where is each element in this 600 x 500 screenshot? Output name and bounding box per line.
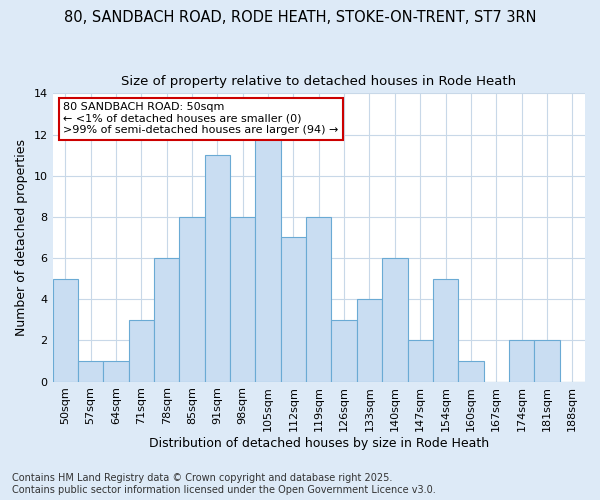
Bar — [306, 217, 331, 382]
Bar — [382, 258, 407, 382]
Text: Contains HM Land Registry data © Crown copyright and database right 2025.
Contai: Contains HM Land Registry data © Crown c… — [12, 474, 436, 495]
Bar — [154, 258, 179, 382]
Bar — [256, 134, 281, 382]
X-axis label: Distribution of detached houses by size in Rode Heath: Distribution of detached houses by size … — [149, 437, 489, 450]
Bar — [331, 320, 357, 382]
Text: 80, SANDBACH ROAD, RODE HEATH, STOKE-ON-TRENT, ST7 3RN: 80, SANDBACH ROAD, RODE HEATH, STOKE-ON-… — [64, 10, 536, 25]
Y-axis label: Number of detached properties: Number of detached properties — [15, 139, 28, 336]
Bar — [103, 361, 128, 382]
Bar — [53, 278, 78, 382]
Bar — [534, 340, 560, 382]
Text: 80 SANDBACH ROAD: 50sqm
← <1% of detached houses are smaller (0)
>99% of semi-de: 80 SANDBACH ROAD: 50sqm ← <1% of detache… — [63, 102, 338, 135]
Bar — [179, 217, 205, 382]
Bar — [357, 299, 382, 382]
Bar — [433, 278, 458, 382]
Bar — [230, 217, 256, 382]
Bar — [407, 340, 433, 382]
Title: Size of property relative to detached houses in Rode Heath: Size of property relative to detached ho… — [121, 75, 517, 88]
Bar — [78, 361, 103, 382]
Bar — [458, 361, 484, 382]
Bar — [128, 320, 154, 382]
Bar — [281, 238, 306, 382]
Bar — [509, 340, 534, 382]
Bar — [205, 155, 230, 382]
